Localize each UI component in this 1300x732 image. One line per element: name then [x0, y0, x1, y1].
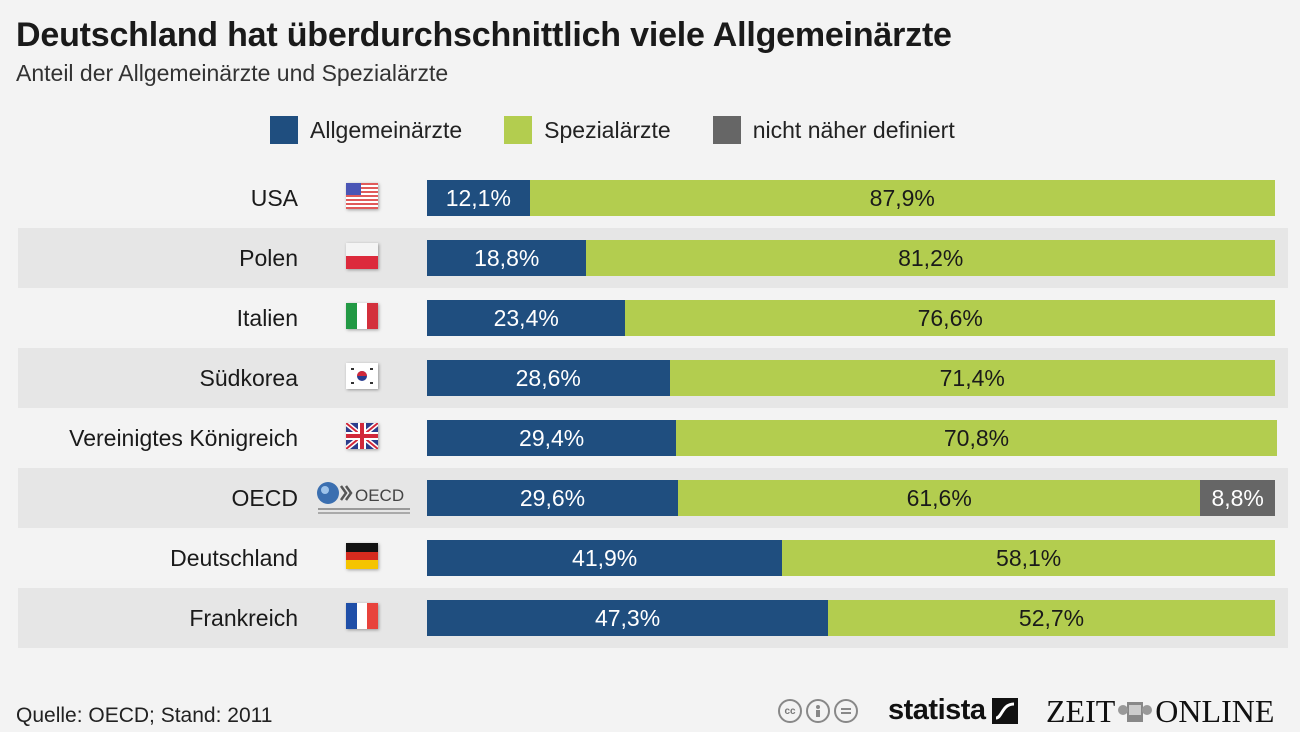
stacked-bar-chart: USA 12,1% 87,9% Polen 18,8% 81,2% Italien 23,4%… — [0, 168, 1300, 652]
license-icons: cc — [778, 699, 862, 723]
chart-subtitle: Anteil der Allgemeinärzte und Spezialärz… — [16, 60, 449, 86]
flag-germany-icon — [346, 543, 378, 569]
data-label: 70,8% — [943, 424, 1010, 451]
legend-label: nicht näher definiert — [752, 116, 955, 143]
data-label: 18,8% — [474, 244, 540, 271]
bar-segment-allgemeinaerzte: 18,8% — [427, 240, 587, 276]
flag-usa-icon — [346, 183, 378, 209]
data-label: 41,9% — [572, 544, 638, 571]
legend-item-nicht-definiert: nicht näher definiert — [712, 116, 955, 144]
legend-label: Spezialärzte — [544, 116, 671, 143]
flag-poland-icon — [346, 243, 378, 269]
data-label: 61,6% — [906, 484, 972, 511]
legend-swatch-spezialaerzte — [504, 116, 533, 144]
zeit-wordmark: ZEIT — [1046, 693, 1116, 729]
data-label: 76,6% — [917, 304, 983, 331]
data-label: 12,1% — [445, 184, 511, 211]
legend-swatch-allgemeinaerzte — [270, 116, 298, 144]
data-label: 23,4% — [493, 304, 559, 331]
online-wordmark: ONLINE — [1155, 693, 1275, 729]
data-label: 52,7% — [1018, 604, 1085, 631]
data-label: 47,3% — [594, 604, 661, 631]
oecd-logo-icon: OECD — [316, 480, 412, 516]
bar-segment-allgemeinaerzte: 47,3% — [427, 600, 829, 636]
legend-swatch-nicht-definiert — [712, 116, 741, 144]
bar-segment-allgemeinaerzte: 28,6% — [427, 360, 670, 396]
data-label: 29,6% — [519, 484, 586, 511]
nd-icon — [834, 699, 858, 723]
chart-row: Vereinigtes Königreich 29,4% 70,8% — [18, 408, 1288, 468]
data-label: 71,4% — [939, 364, 1005, 391]
flag-south-korea-icon — [346, 363, 378, 389]
data-label: 8,8% — [1211, 484, 1264, 511]
flag-france-icon — [346, 603, 378, 629]
bar-segment-spezialaerzte: 81,2% — [586, 240, 1275, 276]
category-label: OECD — [231, 485, 298, 511]
bar-segment-spezialaerzte: 70,8% — [676, 420, 1277, 456]
bar-segment-spezialaerzte: 61,6% — [678, 480, 1201, 516]
category-label: Frankreich — [189, 605, 298, 631]
chart-row: Südkorea 28,6% 71,4% — [18, 348, 1288, 408]
statista-logo: statista — [888, 694, 1018, 727]
chart-title: Deutschland hat überdurchschnittlich vie… — [16, 16, 952, 54]
legend-item-spezialaerzte: Spezialärzte — [504, 116, 671, 144]
legend: Allgemeinärzte Spezialärzte nicht näher … — [270, 116, 997, 144]
cc-icon: cc — [778, 699, 802, 723]
data-label: 58,1% — [996, 544, 1062, 571]
zeit-online-logo: ZEIT ONLINE — [1046, 693, 1274, 730]
svg-text:OECD: OECD — [355, 486, 404, 505]
data-label: 87,9% — [869, 184, 935, 211]
source-note: Quelle: OECD; Stand: 2011 — [16, 704, 273, 727]
category-label: Polen — [239, 245, 298, 271]
chart-row: Polen 18,8% 81,2% — [18, 228, 1288, 288]
chart-row: Deutschland 41,9% 58,1% — [18, 528, 1288, 588]
bar-segment-allgemeinaerzte: 23,4% — [427, 300, 626, 336]
chart-row: OECD OECD 29,6% 61,6% 8,8% — [18, 468, 1288, 528]
legend-item-allgemeinaerzte: Allgemeinärzte — [270, 116, 462, 144]
statista-mark-icon — [991, 697, 1018, 724]
category-label: Italien — [236, 305, 298, 331]
bar-segment-nicht-definiert: 8,8% — [1200, 480, 1275, 516]
bar-segment-allgemeinaerzte: 29,6% — [427, 480, 678, 516]
data-label: 81,2% — [898, 244, 964, 271]
zeit-crest-icon — [1118, 701, 1153, 722]
flag-italy-icon — [346, 303, 378, 329]
bar-segment-allgemeinaerzte: 41,9% — [427, 540, 783, 576]
flag-uk-icon — [346, 423, 378, 449]
data-label: 29,4% — [519, 424, 585, 451]
chart-row: Italien 23,4% 76,6% — [18, 288, 1288, 348]
by-icon — [806, 699, 830, 723]
bar-segment-spezialaerzte: 58,1% — [782, 540, 1275, 576]
bar-segment-spezialaerzte: 71,4% — [669, 360, 1275, 396]
bar-segment-spezialaerzte: 87,9% — [529, 180, 1275, 216]
bar-segment-spezialaerzte: 76,6% — [625, 300, 1275, 336]
chart-row: USA 12,1% 87,9% — [18, 168, 1288, 228]
category-label: Deutschland — [170, 545, 298, 571]
category-label: USA — [250, 185, 298, 211]
bar-segment-spezialaerzte: 52,7% — [828, 600, 1275, 636]
chart-row: Frankreich 47,3% 52,7% — [18, 588, 1288, 648]
category-label: Vereinigtes Königreich — [69, 425, 298, 451]
category-label: Südkorea — [199, 365, 298, 391]
data-label: 28,6% — [515, 364, 581, 391]
bar-segment-allgemeinaerzte: 12,1% — [427, 180, 530, 216]
legend-label: Allgemeinärzte — [310, 116, 463, 143]
bar-segment-allgemeinaerzte: 29,4% — [427, 420, 677, 456]
statista-wordmark: statista — [888, 694, 986, 726]
